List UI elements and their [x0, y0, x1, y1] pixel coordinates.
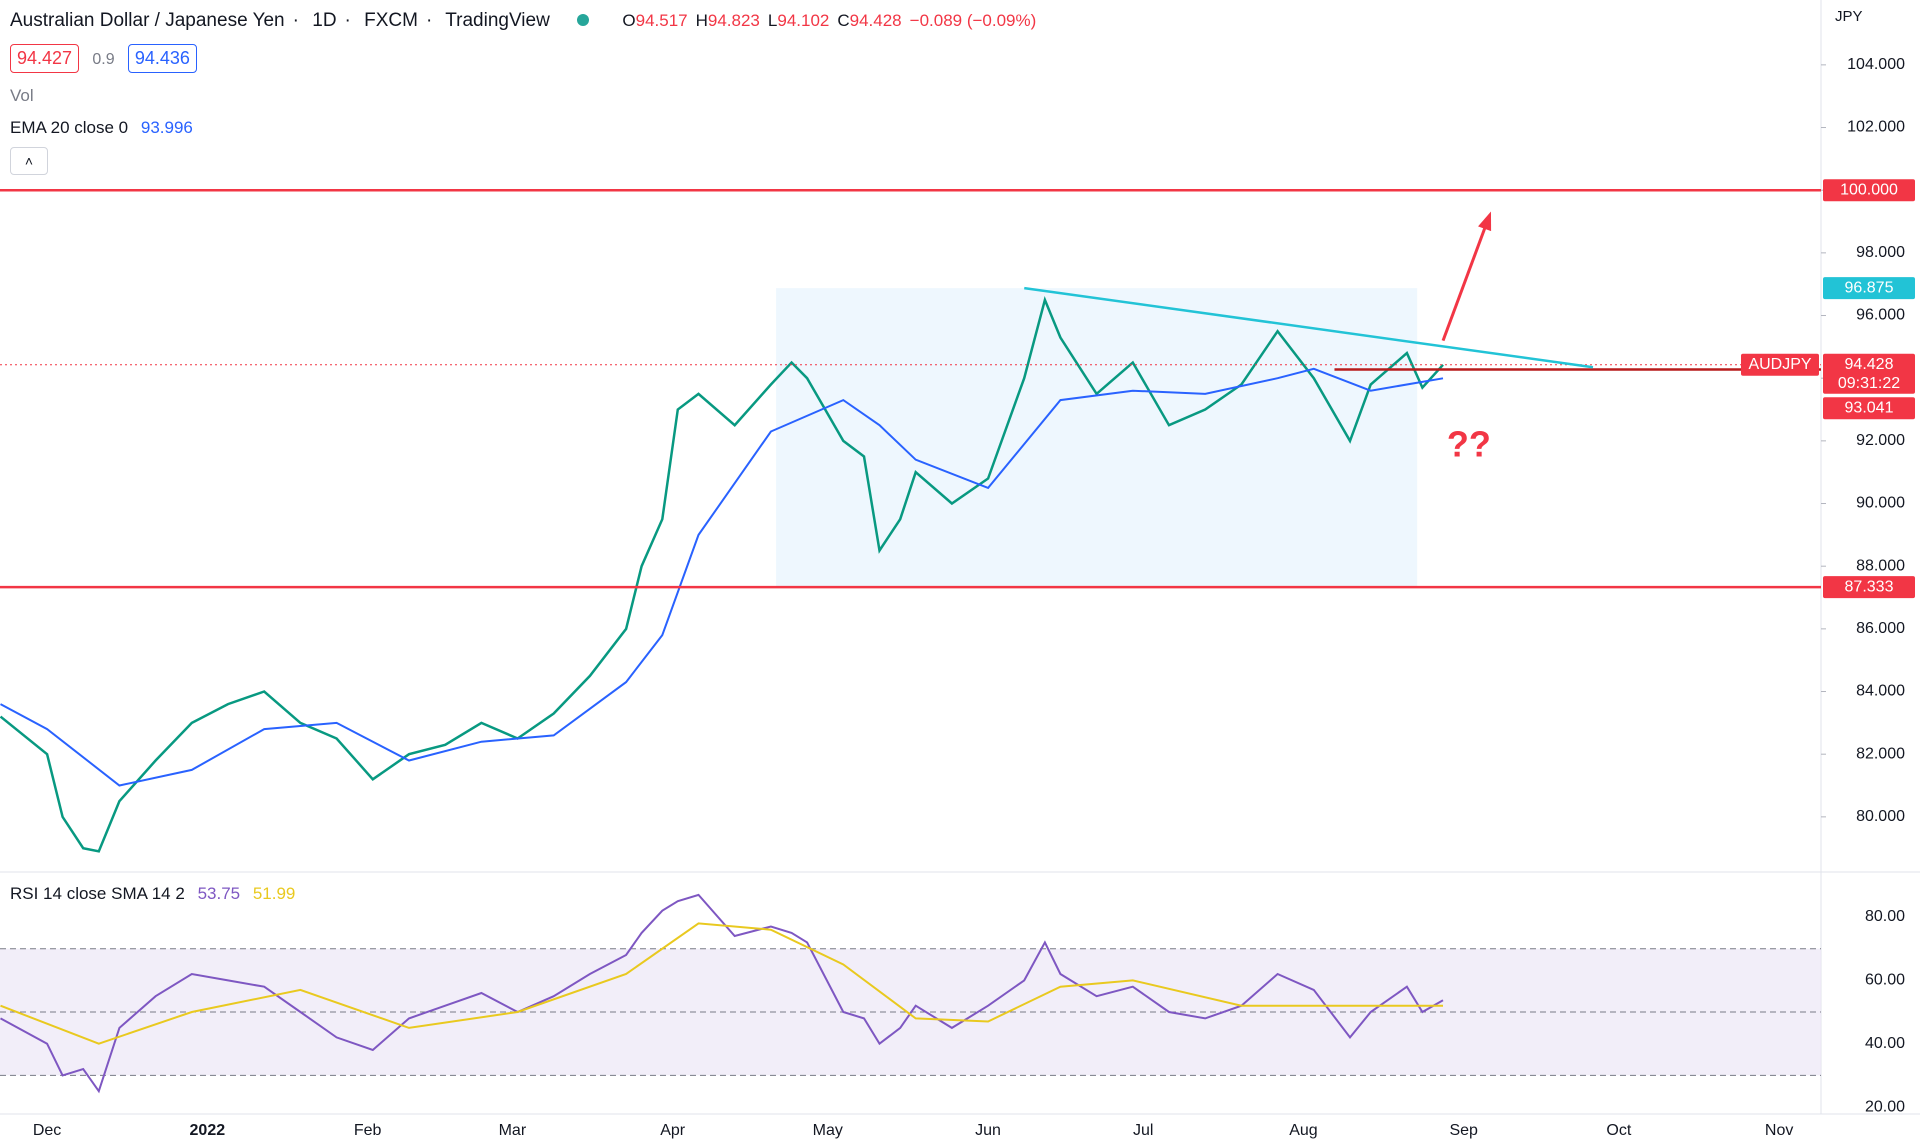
range-box [776, 288, 1418, 588]
series-line [0, 893, 1444, 1094]
y-tick-label: 90.000 [1856, 495, 1905, 512]
series-line [0, 295, 1444, 853]
ask[interactable]: 94.436 [127, 44, 197, 73]
y-tick-label: 60.00 [1865, 972, 1905, 989]
x-tick-label: Jul [1133, 1122, 1153, 1139]
y-tick-label: 82.000 [1856, 745, 1905, 762]
rsi-sma-value: 51.99 [252, 884, 296, 903]
level-label: 93.041 [1845, 399, 1894, 416]
level-label-bg [1823, 179, 1915, 202]
spread: 0.9 [92, 51, 115, 68]
rsi-name: RSI 14 close SMA 14 2 [10, 884, 185, 903]
y-tick-label: 102.000 [1847, 119, 1905, 136]
arrow-head [1478, 211, 1492, 232]
y-tick-label: 104.000 [1847, 56, 1905, 73]
last-price-bg [1823, 353, 1915, 394]
y-tick-label: 80.000 [1856, 808, 1905, 825]
y-tick-label: 92.000 [1856, 432, 1905, 449]
symbol-tag-bg [1741, 353, 1819, 376]
header: Australian Dollar / Japanese Yen · 1D · FX… [10, 10, 1037, 31]
last-price: 94.428 [1845, 356, 1894, 373]
volume-legend: Vol [10, 86, 42, 106]
level-label-bg [1823, 397, 1915, 420]
x-tick-label: Apr [660, 1122, 686, 1139]
ema-legend: EMA 20 close 0 93.996 [10, 118, 201, 138]
x-tick-label: Mar [499, 1122, 527, 1139]
x-tick-label: Oct [1606, 1122, 1631, 1139]
title: Australian Dollar / Japanese Yen [10, 10, 285, 31]
y-tick-label: 98.000 [1856, 244, 1905, 261]
status-dot [577, 14, 590, 26]
rsi-value: 53.75 [197, 884, 241, 903]
platform: TradingView [445, 10, 550, 31]
rsi-legend: RSI 14 close SMA 14 2 53.75 51.99 [10, 884, 303, 904]
x-tick-label: Jun [975, 1122, 1001, 1139]
ohlc-key: H [695, 11, 708, 30]
source: FXCM [364, 10, 418, 31]
x-tick-label: May [813, 1122, 843, 1139]
interval[interactable]: 1D [312, 10, 337, 31]
annotation: ?? [1447, 424, 1491, 465]
x-tick-label: Nov [1765, 1122, 1793, 1139]
x-tick-label: 2022 [190, 1122, 226, 1139]
ohlc-key: L [767, 11, 778, 30]
x-tick-label: Aug [1289, 1122, 1317, 1139]
x-tick-label: Sep [1449, 1122, 1478, 1139]
ohlc-value: 94.823 [707, 11, 760, 30]
y-tick-label: 20.00 [1865, 1098, 1905, 1115]
ohlc-value: 94.517 [635, 11, 688, 30]
level-label-bg [1823, 277, 1915, 300]
ohlc: O94.517 H94.823 L94.102 C94.428 −0.089 (−0.0… [622, 11, 1036, 30]
ema-value: 93.996 [140, 118, 193, 137]
y-tick-label: 86.000 [1856, 620, 1905, 637]
y-tick-label: 88.000 [1856, 557, 1905, 574]
vol: Vol [10, 86, 34, 105]
ohlc-value: 94.428 [849, 11, 902, 30]
level-label-bg [1823, 576, 1915, 599]
arrow [1441, 214, 1491, 342]
y-tick-label: 84.000 [1856, 683, 1905, 700]
y-tick-label: 96.000 [1856, 307, 1905, 324]
countdown: 09:31:22 [1838, 375, 1900, 392]
ohlc-key: C [837, 11, 850, 30]
y-tick-label: 40.00 [1865, 1035, 1905, 1052]
y-tick-label: 80.00 [1865, 908, 1905, 925]
level-label: 96.875 [1845, 279, 1894, 296]
ohlc-value: 94.102 [777, 11, 830, 30]
series-line [0, 922, 1443, 1045]
level-label: 100.000 [1840, 181, 1898, 198]
trendline [1024, 286, 1594, 369]
bid[interactable]: 94.427 [10, 44, 80, 73]
level-label: 87.333 [1845, 578, 1894, 595]
ohlc-key: O [622, 11, 636, 30]
symbol-tag: AUDJPY [1748, 356, 1811, 373]
series-line [0, 367, 1444, 787]
x-tick-label: Dec [33, 1122, 61, 1139]
x-tick-label: Feb [354, 1122, 382, 1139]
ema-name: EMA 20 close 0 [10, 118, 129, 137]
quote-row: 94.427 0.9 94.436 [10, 44, 205, 73]
ohlc-key: −0.089 (−0.09%) [909, 11, 1037, 30]
currency[interactable]: JPY [1835, 8, 1863, 25]
collapse-button[interactable]: ˄ [10, 147, 48, 175]
